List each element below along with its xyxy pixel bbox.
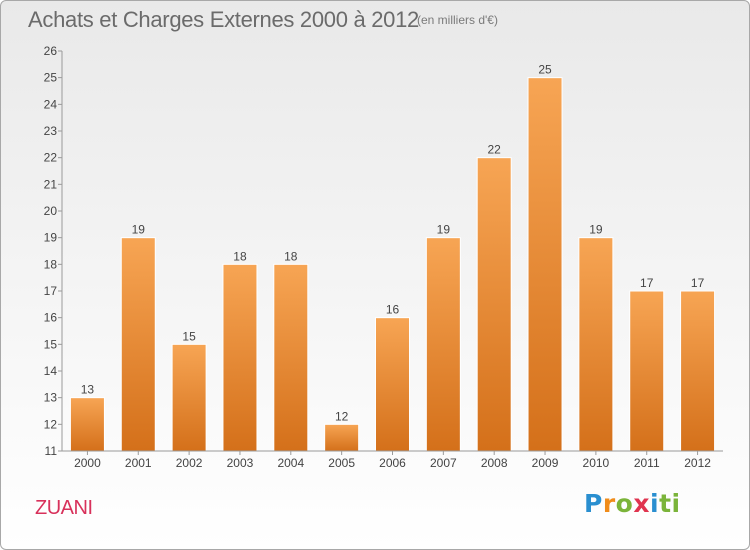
- y-tick-label: 11: [45, 444, 58, 458]
- x-tick-label: 2006: [379, 456, 406, 470]
- chart-title: Achats et Charges Externes 2000 à 2012: [28, 7, 419, 32]
- bar-2012: [680, 290, 716, 452]
- data-label: 19: [589, 223, 603, 237]
- y-tick-label: 19: [44, 231, 58, 245]
- bar-2000: [69, 397, 105, 452]
- bar-2002: [171, 343, 207, 452]
- x-tick-label: 2012: [684, 456, 711, 470]
- x-tick-label: 2010: [583, 456, 610, 470]
- bar-2005: [324, 423, 360, 452]
- bar-2003: [222, 263, 258, 452]
- data-label: 18: [233, 249, 247, 263]
- data-label: 22: [488, 143, 502, 157]
- x-tick-label: 2001: [125, 456, 152, 470]
- x-tick-label: 2000: [74, 456, 101, 470]
- y-tick-label: 17: [44, 284, 58, 298]
- y-tick-label: 21: [44, 177, 58, 191]
- y-tick-label: 25: [44, 71, 58, 85]
- bar-2008: [476, 157, 512, 452]
- bar-2010: [578, 237, 614, 452]
- x-tick-label: 2009: [532, 456, 559, 470]
- commune-name: ZUANI: [35, 497, 93, 519]
- data-label: 15: [182, 329, 196, 343]
- x-tick-label: 2003: [227, 456, 254, 470]
- data-label: 17: [640, 276, 654, 290]
- data-label: 18: [284, 249, 298, 263]
- y-tick-label: 20: [44, 204, 58, 218]
- chart-subtitle: (en milliers d'€): [417, 13, 498, 27]
- y-tick-label: 23: [44, 124, 58, 138]
- data-label: 25: [538, 63, 552, 77]
- y-tick-label: 15: [44, 337, 58, 351]
- data-label: 19: [132, 223, 146, 237]
- bar-2001: [120, 237, 156, 452]
- y-tick-label: 24: [44, 97, 58, 111]
- data-label: 17: [691, 276, 705, 290]
- proxiti-logo: Proxiti: [584, 489, 681, 518]
- bar-2011: [629, 290, 665, 452]
- y-tick-label: 16: [44, 311, 58, 325]
- x-tick-label: 2011: [634, 456, 660, 470]
- x-tick-label: 2007: [430, 456, 457, 470]
- x-tick-label: 2008: [481, 456, 508, 470]
- y-tick-label: 26: [44, 44, 58, 58]
- y-tick-label: 13: [44, 391, 58, 405]
- data-label: 16: [386, 303, 400, 317]
- bar-2007: [425, 237, 461, 452]
- y-tick-label: 18: [44, 257, 58, 271]
- x-tick-label: 2004: [277, 456, 304, 470]
- y-tick-label: 12: [44, 417, 58, 431]
- data-label: 19: [437, 223, 451, 237]
- y-tick-label: 14: [44, 364, 58, 378]
- data-label: 13: [81, 383, 95, 397]
- data-label: 12: [335, 409, 349, 423]
- x-tick-label: 2002: [176, 456, 203, 470]
- y-tick-label: 22: [44, 151, 58, 165]
- bar-2006: [375, 317, 410, 452]
- x-tick-label: 2005: [328, 456, 355, 470]
- bar-2004: [273, 263, 309, 452]
- bar-2009: [527, 77, 563, 452]
